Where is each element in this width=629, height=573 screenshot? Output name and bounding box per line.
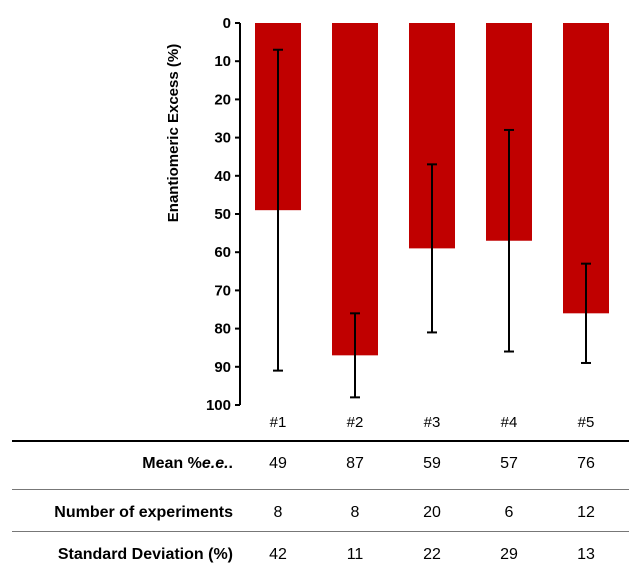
y-tick-label-50: 50 (214, 206, 231, 223)
experiments-value-4: 6 (504, 504, 514, 521)
y-axis-label: Enantiomeric Excess (%) (165, 44, 182, 222)
stddev-value-4: 29 (500, 546, 518, 563)
experiments-value-2: 8 (350, 504, 360, 521)
experiments-value-1: 8 (273, 504, 283, 521)
table-row-stddev: Standard Deviation (%) 42 11 22 29 13 (0, 539, 629, 573)
error-bar-1 (273, 48, 283, 372)
row-label-stddev: Standard Deviation (%) (57, 546, 233, 563)
x-tick-label-3: #3 (424, 414, 441, 431)
row-label-experiments: Number of experiments (54, 504, 233, 521)
experiments-value-5: 12 (577, 504, 595, 521)
y-tick-label-90: 90 (214, 359, 231, 376)
stddev-value-3: 22 (423, 546, 441, 563)
error-bar-4 (504, 128, 514, 353)
mean-value-2: 87 (346, 455, 364, 472)
y-tick-label-80: 80 (214, 321, 231, 338)
error-bar-5 (581, 262, 591, 364)
bar-chart: 0 10 20 30 40 50 60 70 80 90 100 #1 #2 #3 #4 #5 Enanti… (165, 15, 609, 431)
table-row-experiments: Number of experiments 8 8 20 6 12 (0, 497, 629, 531)
x-tick-label-2: #2 (347, 414, 364, 431)
bar-2 (332, 23, 378, 356)
y-tick-label-0: 0 (223, 15, 231, 32)
y-tick-label-60: 60 (214, 244, 231, 261)
y-tick-label-10: 10 (214, 53, 231, 70)
y-tick-label-30: 30 (214, 130, 231, 147)
table-rule-2 (12, 531, 629, 532)
table-top-rule (12, 440, 629, 442)
stddev-value-2: 11 (346, 546, 364, 563)
x-tick-label-4: #4 (501, 414, 518, 431)
row-label-mean: Mean %e.e.. (142, 455, 233, 472)
table-rule-1 (12, 489, 629, 490)
y-tick-label-70: 70 (214, 282, 231, 299)
y-tick-label-20: 20 (214, 91, 231, 108)
table-row-mean: Mean %e.e.. 49 87 59 57 76 (0, 448, 629, 482)
experiments-value-3: 20 (423, 504, 441, 521)
mean-value-3: 59 (423, 455, 441, 472)
mean-value-4: 57 (500, 455, 518, 472)
error-bar-3 (427, 163, 437, 334)
stddev-value-5: 13 (577, 546, 595, 563)
mean-value-1: 49 (269, 455, 287, 472)
stddev-value-1: 42 (269, 546, 287, 563)
mean-value-5: 76 (577, 455, 595, 472)
y-tick-label-40: 40 (214, 168, 231, 185)
x-tick-label-5: #5 (578, 414, 595, 431)
x-tick-label-1: #1 (270, 414, 287, 431)
error-bar-2 (350, 312, 360, 399)
y-tick-label-100: 100 (206, 397, 231, 414)
